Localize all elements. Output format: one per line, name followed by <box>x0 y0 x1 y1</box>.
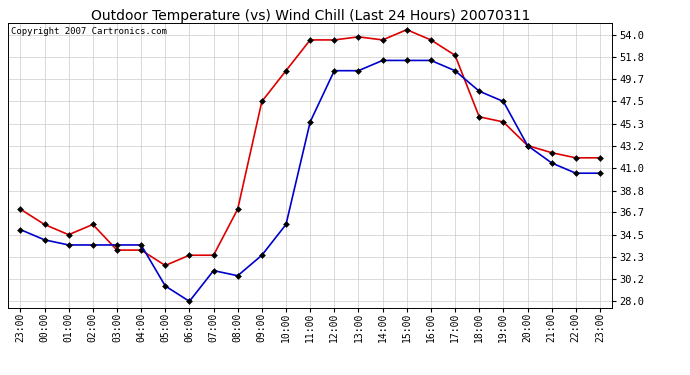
Text: Outdoor Temperature (vs) Wind Chill (Last 24 Hours) 20070311: Outdoor Temperature (vs) Wind Chill (Las… <box>91 9 530 23</box>
Text: Copyright 2007 Cartronics.com: Copyright 2007 Cartronics.com <box>11 27 167 36</box>
